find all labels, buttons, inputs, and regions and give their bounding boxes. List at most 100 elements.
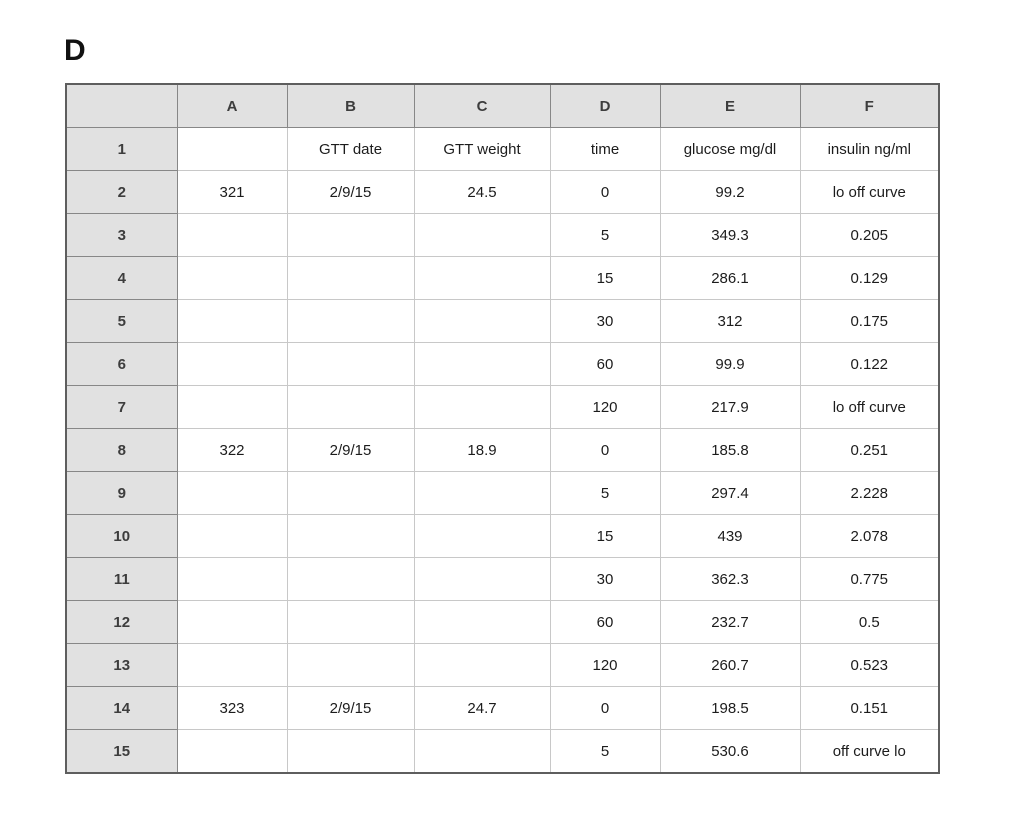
cell [413, 471, 551, 515]
table-row: 7 120 217.9 lo off curve [65, 385, 940, 429]
cell: 321 [176, 170, 288, 214]
cell [176, 600, 288, 644]
row-number: 2 [65, 170, 178, 214]
table-row: 10 15 439 2.078 [65, 514, 940, 558]
table-row: 2 321 2/9/15 24.5 0 99.2 lo off curve [65, 170, 940, 214]
cell: 0.775 [799, 557, 940, 601]
table-row: 3 5 349.3 0.205 [65, 213, 940, 257]
table-row: 6 60 99.9 0.122 [65, 342, 940, 386]
cell: 30 [549, 299, 661, 343]
cell: 60 [549, 600, 661, 644]
cell: off curve lo [799, 729, 940, 774]
cell: 349.3 [659, 213, 801, 257]
cell: 260.7 [659, 643, 801, 687]
cell: 0 [549, 428, 661, 472]
table-row: 5 30 312 0.175 [65, 299, 940, 343]
cell: 0.151 [799, 686, 940, 730]
cell [176, 385, 288, 429]
cell: 2.078 [799, 514, 940, 558]
column-header-b: B [286, 83, 415, 128]
cell: 2/9/15 [286, 686, 415, 730]
cell: 15 [549, 514, 661, 558]
cell: 0.122 [799, 342, 940, 386]
panel-label: D [64, 34, 86, 67]
column-header-e: E [659, 83, 801, 128]
cell: 2/9/15 [286, 428, 415, 472]
cell: 2/9/15 [286, 170, 415, 214]
cell [413, 557, 551, 601]
corner-cell [65, 83, 178, 128]
column-header-f: F [799, 83, 940, 128]
cell: 5 [549, 729, 661, 774]
cell: GTT weight [413, 127, 551, 171]
cell [286, 729, 415, 774]
table-row: 8 322 2/9/15 18.9 0 185.8 0.251 [65, 428, 940, 472]
cell [413, 256, 551, 300]
table-row: 11 30 362.3 0.775 [65, 557, 940, 601]
row-number: 3 [65, 213, 178, 257]
cell [286, 471, 415, 515]
cell: 322 [176, 428, 288, 472]
cell [176, 299, 288, 343]
cell [286, 600, 415, 644]
column-header-row: A B C D E F [65, 83, 940, 128]
cell: 198.5 [659, 686, 801, 730]
spreadsheet-table: A B C D E F 1 GTT date GTT weight time gluco… [65, 83, 940, 774]
cell [286, 514, 415, 558]
cell [176, 256, 288, 300]
cell: 312 [659, 299, 801, 343]
cell: 323 [176, 686, 288, 730]
cell: 0.205 [799, 213, 940, 257]
cell [286, 299, 415, 343]
cell: 30 [549, 557, 661, 601]
cell [176, 471, 288, 515]
cell: 0.5 [799, 600, 940, 644]
row-number: 1 [65, 127, 178, 171]
row-number: 7 [65, 385, 178, 429]
table-row: 12 60 232.7 0.5 [65, 600, 940, 644]
cell: 217.9 [659, 385, 801, 429]
row-number: 10 [65, 514, 178, 558]
row-number: 14 [65, 686, 178, 730]
table-row: 13 120 260.7 0.523 [65, 643, 940, 687]
cell: 120 [549, 643, 661, 687]
row-number: 12 [65, 600, 178, 644]
cell [176, 729, 288, 774]
cell [413, 213, 551, 257]
cell: 18.9 [413, 428, 551, 472]
cell [176, 342, 288, 386]
cell: 362.3 [659, 557, 801, 601]
table-row: 1 GTT date GTT weight time glucose mg/dl insu… [65, 127, 940, 171]
row-number: 4 [65, 256, 178, 300]
cell [286, 643, 415, 687]
cell: insulin ng/ml [799, 127, 940, 171]
row-number: 8 [65, 428, 178, 472]
cell [413, 729, 551, 774]
row-number: 13 [65, 643, 178, 687]
cell: 0 [549, 686, 661, 730]
cell [176, 643, 288, 687]
cell [286, 557, 415, 601]
column-header-a: A [176, 83, 288, 128]
cell: 0.175 [799, 299, 940, 343]
table-row: 15 5 530.6 off curve lo [65, 729, 940, 774]
cell: 0.523 [799, 643, 940, 687]
cell: lo off curve [799, 385, 940, 429]
table-row: 4 15 286.1 0.129 [65, 256, 940, 300]
cell: GTT date [286, 127, 415, 171]
cell [176, 514, 288, 558]
table-row: 14 323 2/9/15 24.7 0 198.5 0.151 [65, 686, 940, 730]
cell: 530.6 [659, 729, 801, 774]
cell: 5 [549, 213, 661, 257]
cell [176, 213, 288, 257]
cell: lo off curve [799, 170, 940, 214]
cell: 286.1 [659, 256, 801, 300]
cell: 0.251 [799, 428, 940, 472]
cell: 15 [549, 256, 661, 300]
cell: 0.129 [799, 256, 940, 300]
cell [176, 127, 288, 171]
cell [286, 256, 415, 300]
cell: 60 [549, 342, 661, 386]
cell: 5 [549, 471, 661, 515]
column-header-d: D [549, 83, 661, 128]
